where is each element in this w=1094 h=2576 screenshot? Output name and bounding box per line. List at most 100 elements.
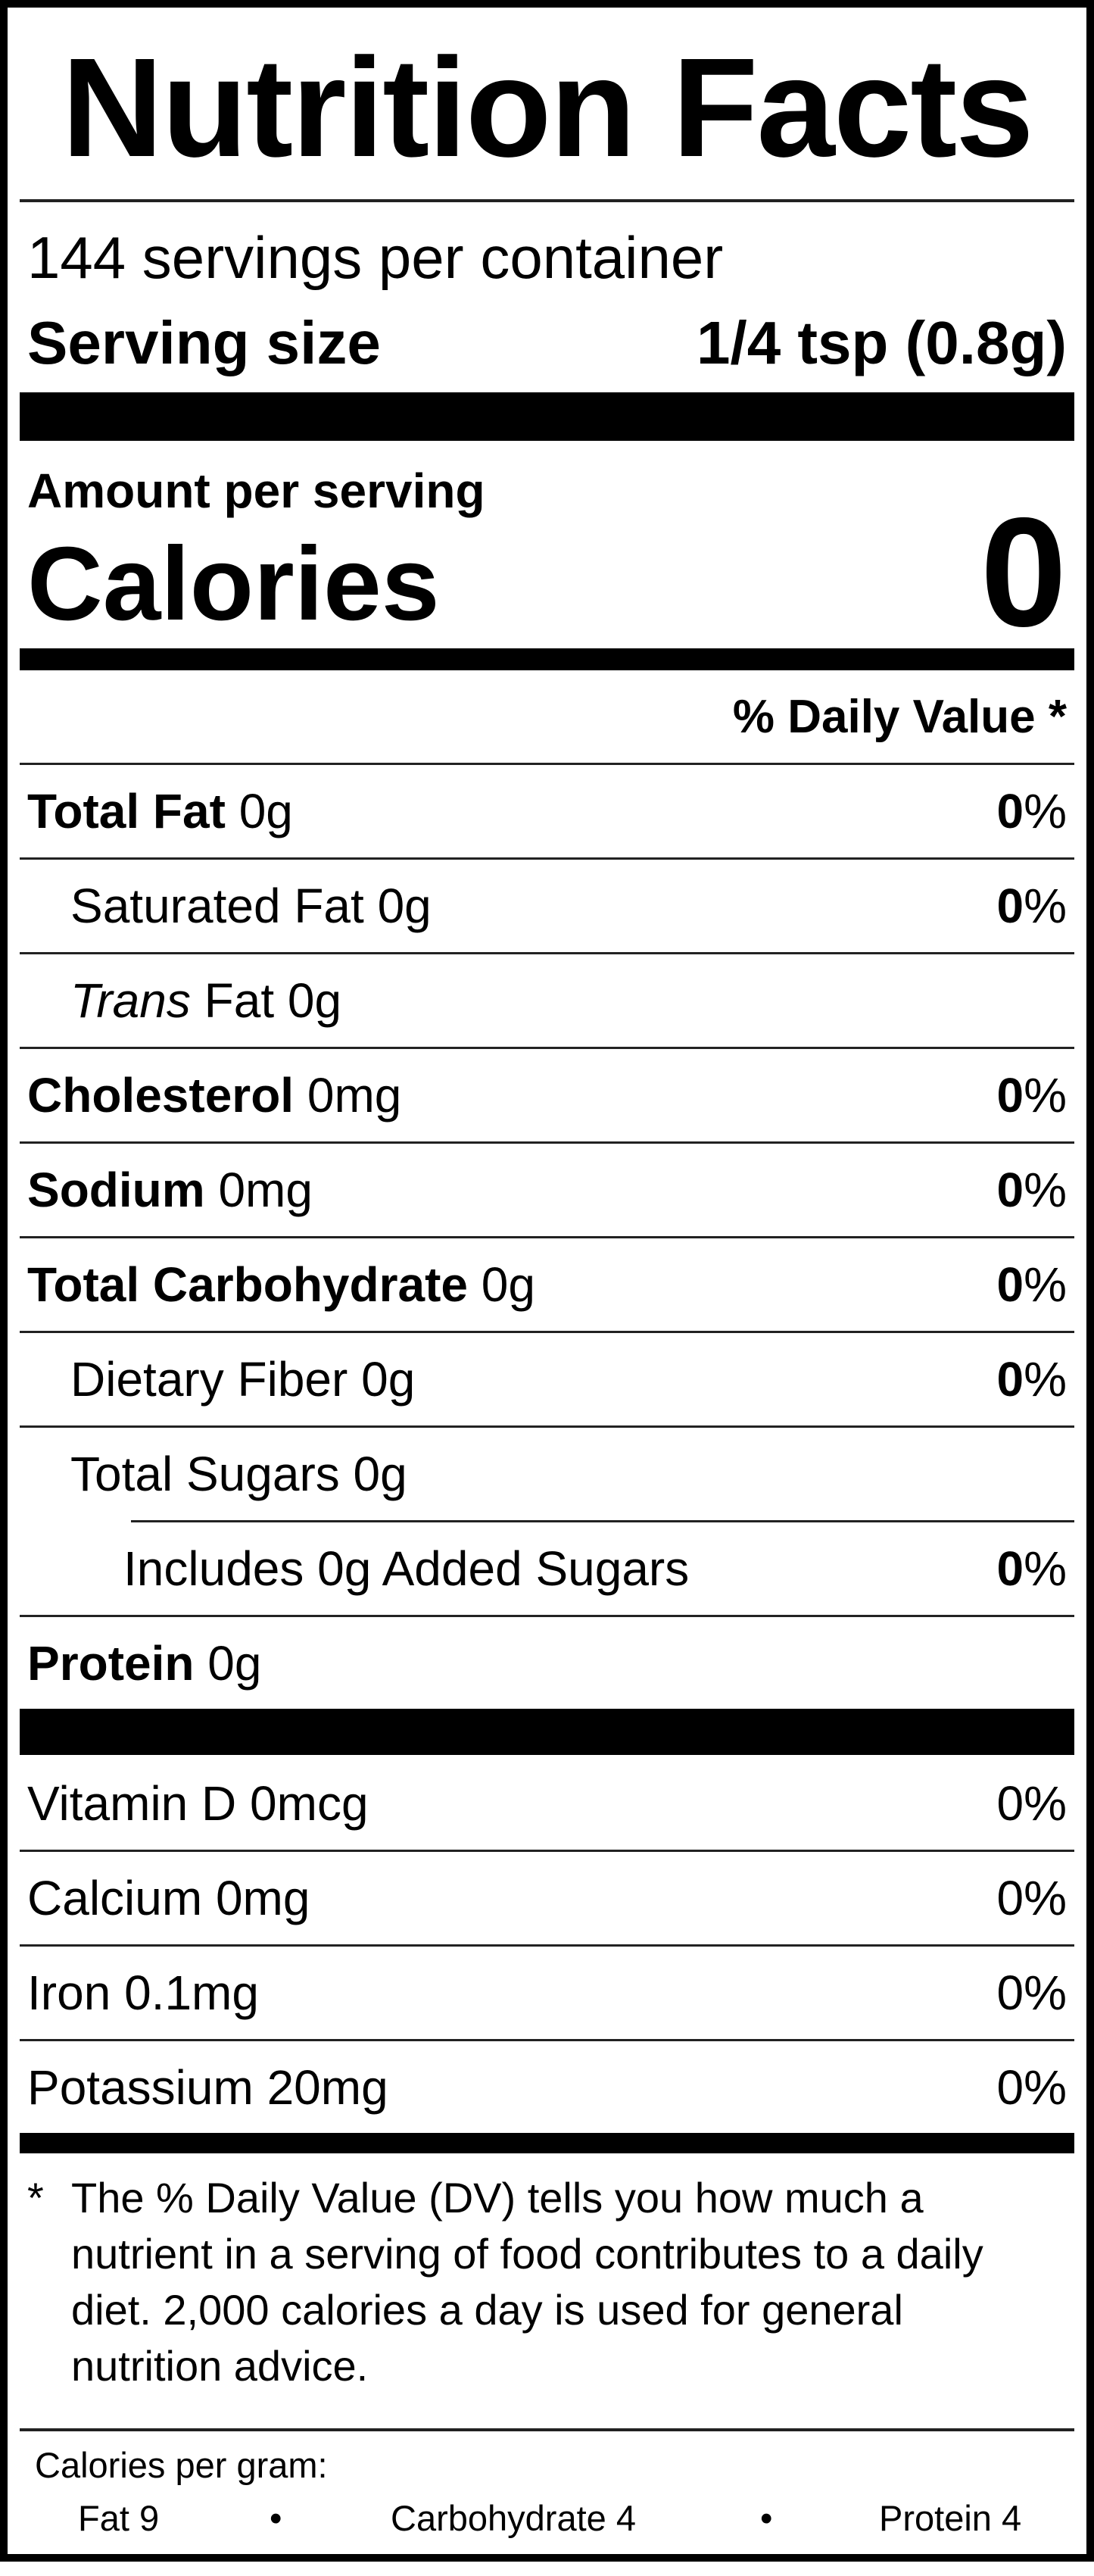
serving-size-label: Serving size: [27, 309, 381, 376]
nutrient-dv: 0%: [997, 1351, 1068, 1407]
fat-per-gram: Fat 9: [78, 2498, 160, 2538]
nutrient-row-total-carbohydrate: Total Carbohydrate 0g 0%: [20, 1238, 1074, 1331]
percent-sign: %: [1024, 1541, 1067, 1596]
nutrient-dv: 0%: [997, 1162, 1068, 1218]
nutrient-label: Trans Fat 0g: [70, 973, 341, 1029]
nutrient-dv: 0%: [997, 878, 1068, 934]
nutrient-name: Fat 0g: [190, 973, 342, 1028]
vitamin-name: Iron 0.1mg: [27, 1966, 259, 2020]
dv-value: 0: [996, 1068, 1024, 1123]
calories-label: Calories: [27, 526, 440, 642]
nutrient-name: Protein: [27, 1636, 195, 1691]
footnote-text: The % Daily Value (DV) tells you how muc…: [71, 2174, 983, 2390]
divider: [20, 1615, 1074, 1617]
percent-sign: %: [1024, 1068, 1067, 1123]
footnote-star: *: [27, 2174, 44, 2222]
protein-per-gram: Protein 4: [879, 2498, 1022, 2538]
nutrient-name: Sodium: [27, 1163, 205, 1217]
nutrient-row-sodium: Sodium 0mg 0%: [20, 1144, 1074, 1236]
vitamin-dv: 0%: [996, 1966, 1068, 2020]
nutrient-label: Sodium 0mg: [27, 1162, 313, 1218]
nutrient-row-total-fat: Total Fat 0g 0%: [20, 765, 1074, 857]
label-title: Nutrition Facts: [61, 30, 1033, 186]
amount-per-serving: Amount per serving: [27, 464, 485, 518]
divider: [20, 1331, 1074, 1333]
nutrient-dv: 0%: [997, 1067, 1068, 1123]
nutrient-amount: 0g: [481, 1257, 535, 1312]
dv-value: 0: [996, 1541, 1024, 1596]
footnote: * The % Daily Value (DV) tells you how m…: [27, 2170, 1059, 2394]
nutrient-row-cholesterol: Cholesterol 0mg 0%: [20, 1049, 1074, 1141]
divider: [20, 1236, 1074, 1238]
nutrient-name: Total Sugars 0g: [70, 1447, 407, 1501]
vitamin-row-vitamin-d: Vitamin D 0mcg 0%: [20, 1757, 1074, 1850]
medium-divider: [20, 648, 1074, 670]
divider: [20, 857, 1074, 860]
nutrient-dv: 0%: [997, 1257, 1068, 1313]
nutrient-amount: 0mg: [218, 1163, 313, 1217]
vitamin-dv: 0%: [996, 1776, 1068, 1831]
divider: [20, 1141, 1074, 1144]
divider: [20, 1944, 1074, 1947]
daily-value-header: % Daily Value *: [732, 691, 1067, 743]
nutrient-name: Total Fat: [27, 784, 226, 838]
nutrient-row-trans-fat: Trans Fat 0g: [20, 954, 1074, 1047]
vitamin-row-iron: Iron 0.1mg 0%: [20, 1947, 1074, 2039]
nutrient-label: Cholesterol 0mg: [27, 1067, 401, 1123]
divider: [20, 1425, 1074, 1428]
servings-per-container: 144 servings per container: [27, 224, 724, 291]
nutrient-name: Cholesterol: [27, 1068, 295, 1123]
divider: [20, 2428, 1074, 2431]
vitamin-dv: 0%: [996, 2060, 1068, 2115]
vitamin-name: Calcium 0mg: [27, 1871, 310, 1925]
vitamin-name: Potassium 20mg: [27, 2060, 388, 2115]
nutrient-amount: 0g: [238, 784, 293, 838]
nutrient-name: Saturated Fat 0g: [70, 879, 432, 933]
dv-value: 0: [996, 1352, 1024, 1407]
dv-value: 0: [996, 784, 1024, 838]
dv-value: 0: [996, 1163, 1024, 1217]
bullet-separator: •: [760, 2498, 773, 2538]
nutrient-row-dietary-fiber: Dietary Fiber 0g 0%: [20, 1333, 1074, 1425]
divider: [20, 952, 1074, 954]
divider: [20, 1047, 1074, 1049]
nutrient-label: Total Fat 0g: [27, 783, 293, 839]
divider: [20, 199, 1074, 202]
dv-value: 0: [996, 879, 1024, 933]
calories-value: 0: [980, 486, 1067, 659]
nutrient-row-saturated-fat: Saturated Fat 0g 0%: [20, 860, 1074, 952]
nutrient-row-protein: Protein 0g: [20, 1617, 1074, 1710]
vitamin-dv: 0%: [996, 1871, 1068, 1925]
nutrient-amount: 0g: [207, 1636, 262, 1691]
divider: [20, 1850, 1074, 1852]
vitamin-row-calcium: Calcium 0mg 0%: [20, 1852, 1074, 1944]
nutrient-name: Includes 0g Added Sugars: [123, 1541, 690, 1596]
nutrient-name: Total Carbohydrate: [27, 1257, 468, 1312]
percent-sign: %: [1024, 1163, 1067, 1217]
medium-divider: [20, 2133, 1074, 2153]
nutrient-amount: 0mg: [307, 1068, 402, 1123]
vitamin-row-potassium: Potassium 20mg 0%: [20, 2041, 1074, 2134]
thick-divider: [20, 1709, 1074, 1755]
calories-per-gram-label: Calories per gram:: [35, 2445, 328, 2485]
percent-sign: %: [1024, 879, 1067, 933]
thick-divider: [20, 392, 1074, 441]
nutrient-dv: 0%: [997, 783, 1068, 839]
nutrient-label: Total Carbohydrate 0g: [27, 1257, 535, 1313]
nutrient-label: Protein 0g: [27, 1635, 261, 1691]
percent-sign: %: [1024, 1352, 1067, 1407]
nutrient-name: Dietary Fiber 0g: [70, 1352, 416, 1407]
bullet-separator: •: [270, 2498, 282, 2538]
nutrient-row-total-sugars: Total Sugars 0g: [20, 1428, 1074, 1520]
nutrient-dv: 0%: [997, 1541, 1068, 1597]
percent-sign: %: [1024, 784, 1067, 838]
nutrient-name-italic: Trans: [70, 973, 191, 1028]
serving-size: Serving size 1/4 tsp (0.8g): [27, 305, 1067, 381]
dv-value: 0: [996, 1257, 1024, 1312]
serving-size-value: 1/4 tsp (0.8g): [696, 309, 1067, 376]
vitamin-name: Vitamin D 0mcg: [27, 1776, 369, 1831]
divider: [20, 763, 1074, 765]
divider-indented: [131, 1520, 1074, 1522]
percent-sign: %: [1024, 1257, 1067, 1312]
